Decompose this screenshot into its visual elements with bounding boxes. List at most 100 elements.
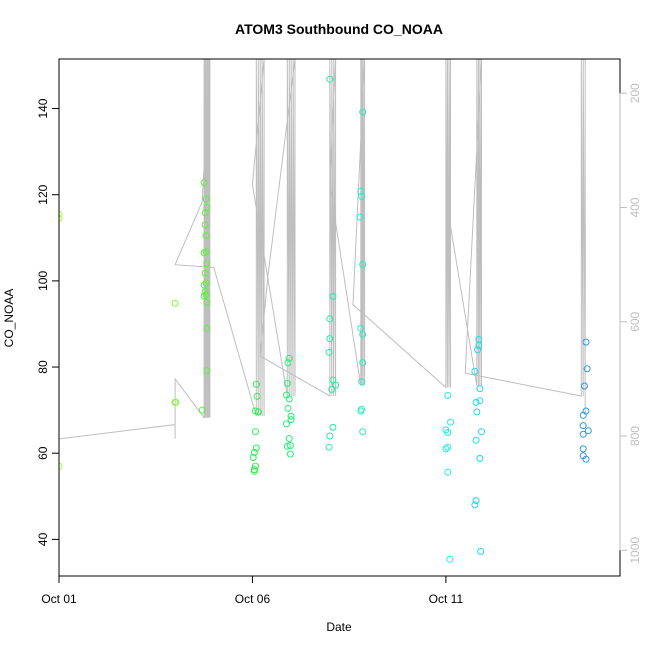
data-point — [478, 428, 485, 436]
x-tick-label: Oct 01 — [41, 592, 77, 606]
data-point — [358, 378, 366, 386]
y2-tick-label: 1000 — [628, 537, 642, 564]
data-point — [325, 443, 333, 451]
data-point — [475, 342, 483, 349]
data-point — [582, 407, 590, 415]
y2-axis: 200 400 600 800 1000 — [619, 83, 642, 564]
data-point — [584, 427, 592, 435]
data-point — [200, 249, 208, 257]
data-point — [252, 428, 259, 436]
data-point — [285, 354, 293, 362]
data-point — [283, 420, 290, 428]
data-point — [444, 392, 452, 399]
data-point — [477, 547, 485, 555]
data-point — [447, 418, 454, 426]
data-point — [446, 555, 454, 563]
data-point — [200, 179, 208, 187]
data-point — [203, 260, 211, 268]
data-point — [579, 445, 587, 453]
data-point — [329, 423, 337, 431]
pressure-lines-layer — [59, 59, 586, 440]
data-point — [474, 346, 482, 354]
data-point — [359, 108, 367, 116]
data-point — [326, 335, 334, 343]
y-axis: 40 60 80 100 120 140 — [36, 98, 60, 546]
data-point — [473, 408, 481, 416]
data-point — [59, 210, 63, 218]
data-point — [254, 408, 262, 416]
data-point — [582, 338, 590, 346]
data-point — [326, 315, 334, 323]
data-point — [285, 435, 293, 443]
data-point — [59, 214, 63, 222]
y-tick-label: 120 — [36, 184, 50, 204]
data-point — [357, 407, 365, 415]
data-point — [472, 398, 480, 406]
data-point — [444, 468, 452, 476]
data-point — [202, 279, 210, 287]
data-point — [329, 292, 337, 300]
data-point — [203, 324, 211, 332]
data-point — [472, 436, 480, 444]
data-point — [359, 261, 367, 268]
y2-tick-label: 400 — [628, 197, 642, 217]
data-point — [202, 232, 210, 240]
data-point — [59, 462, 63, 470]
data-point — [471, 367, 479, 375]
x-tick-label: Oct 06 — [235, 592, 271, 606]
data-point — [285, 395, 293, 403]
data-point — [359, 330, 367, 338]
y-tick-label: 60 — [36, 446, 50, 460]
chart-title: ATOM3 Southbound CO_NOAA — [235, 21, 443, 37]
data-point — [201, 221, 209, 229]
data-point — [200, 292, 208, 300]
data-point — [283, 442, 291, 450]
data-point — [357, 324, 365, 332]
data-point — [582, 455, 590, 463]
data-point — [326, 75, 334, 83]
y-tick-label: 80 — [36, 360, 50, 374]
data-point — [202, 248, 210, 256]
data-point — [358, 192, 366, 200]
data-point — [203, 367, 211, 374]
data-point — [579, 422, 587, 430]
data-point — [472, 497, 480, 505]
data-point — [286, 450, 294, 458]
x-axis-label: Date — [326, 620, 352, 634]
data-point — [359, 428, 367, 436]
data-point — [287, 416, 295, 424]
data-point — [252, 380, 260, 388]
data-point — [286, 442, 294, 449]
data-point — [200, 281, 208, 289]
x-axis: Oct 01 Oct 06 Oct 11 — [41, 575, 464, 606]
y2-tick-label: 600 — [628, 311, 642, 331]
data-point — [476, 397, 484, 405]
y-axis-label: CO_NOAA — [2, 289, 16, 348]
data-point — [359, 359, 367, 367]
data-point — [283, 379, 291, 387]
data-point — [203, 298, 211, 306]
data-point — [328, 385, 336, 393]
data-point — [249, 454, 257, 461]
data-point — [252, 444, 260, 452]
data-point — [442, 445, 450, 453]
data-point — [202, 291, 210, 299]
data-point — [325, 348, 333, 356]
pressure-line-0 — [59, 59, 586, 440]
data-point — [579, 411, 587, 419]
data-point — [357, 187, 365, 195]
data-point — [250, 467, 258, 475]
data-point — [284, 359, 292, 367]
data-point — [252, 462, 259, 470]
data-point — [203, 204, 211, 212]
data-points-layer — [59, 75, 592, 563]
data-point — [579, 430, 587, 438]
x-tick-label: Oct 11 — [429, 592, 464, 606]
data-point — [202, 195, 210, 203]
data-point — [171, 299, 179, 307]
data-point — [201, 269, 209, 277]
data-point — [253, 392, 261, 400]
y2-tick-label: 800 — [628, 426, 642, 446]
data-point — [444, 429, 452, 436]
data-point — [356, 213, 364, 221]
